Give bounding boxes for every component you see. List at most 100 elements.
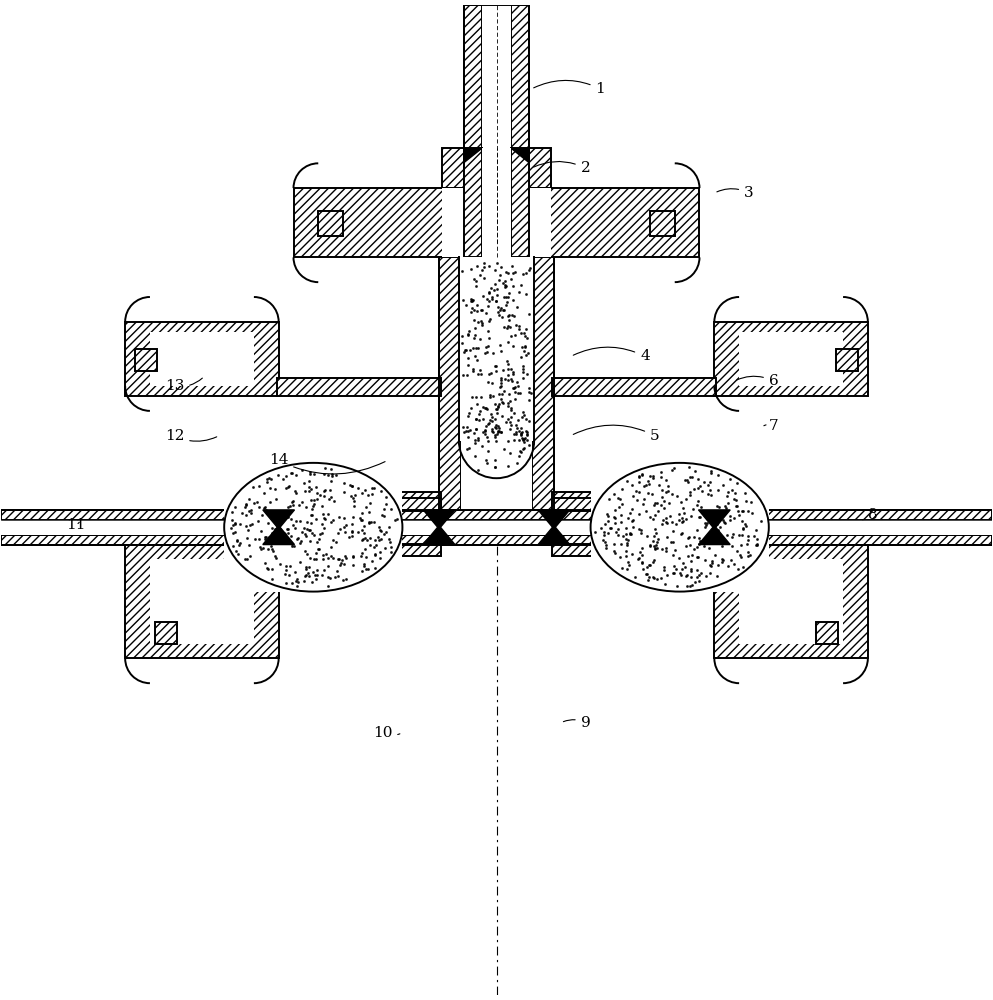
Point bbox=[357, 541, 373, 557]
Point bbox=[520, 384, 536, 400]
Point bbox=[308, 571, 324, 587]
Point bbox=[480, 344, 496, 360]
Point bbox=[691, 530, 707, 546]
Point bbox=[726, 556, 742, 572]
Point bbox=[675, 555, 691, 571]
Point bbox=[356, 518, 372, 534]
Point bbox=[749, 531, 765, 547]
Point bbox=[229, 532, 245, 548]
Point bbox=[483, 406, 498, 422]
Point bbox=[639, 559, 655, 575]
Bar bbox=[150, 332, 254, 386]
Point bbox=[702, 482, 718, 498]
Bar bbox=[552, 378, 716, 396]
Bar bbox=[294, 188, 699, 257]
Point bbox=[301, 473, 317, 489]
Point bbox=[494, 375, 509, 391]
Point bbox=[657, 514, 673, 530]
Point bbox=[501, 414, 517, 430]
Point bbox=[722, 508, 738, 524]
Point bbox=[321, 550, 337, 566]
Point bbox=[474, 317, 490, 333]
Point bbox=[366, 547, 382, 563]
Point bbox=[278, 562, 294, 578]
Point bbox=[316, 520, 332, 536]
Point bbox=[469, 421, 485, 437]
Point bbox=[286, 538, 302, 554]
Bar bbox=[277, 498, 441, 511]
Bar bbox=[650, 211, 674, 236]
Point bbox=[474, 315, 490, 331]
Point bbox=[460, 367, 476, 383]
Point bbox=[455, 419, 471, 435]
Point bbox=[264, 541, 280, 557]
Point bbox=[619, 526, 635, 542]
Point bbox=[381, 531, 397, 547]
Bar bbox=[836, 349, 858, 371]
Point bbox=[627, 569, 642, 585]
Point bbox=[738, 493, 754, 509]
Point bbox=[519, 366, 535, 382]
Point bbox=[649, 503, 665, 519]
Point bbox=[225, 538, 241, 554]
Point bbox=[748, 522, 764, 538]
Point bbox=[738, 516, 754, 532]
Point bbox=[623, 526, 638, 542]
Point bbox=[510, 318, 526, 334]
Point bbox=[304, 501, 320, 517]
Point bbox=[472, 406, 488, 422]
Point bbox=[687, 574, 703, 590]
Point bbox=[493, 300, 508, 316]
Point bbox=[673, 526, 689, 542]
Point bbox=[242, 505, 258, 521]
Point bbox=[716, 514, 732, 530]
Point bbox=[299, 528, 315, 544]
Point bbox=[500, 433, 516, 449]
Point bbox=[693, 565, 709, 581]
Point bbox=[297, 543, 313, 559]
Point bbox=[489, 405, 504, 421]
Point bbox=[247, 531, 263, 547]
Point bbox=[486, 282, 501, 298]
Point bbox=[456, 424, 472, 440]
Point bbox=[293, 533, 309, 549]
Point bbox=[635, 547, 650, 563]
Point bbox=[646, 552, 662, 568]
Point bbox=[471, 412, 487, 428]
Point bbox=[270, 467, 286, 483]
Point bbox=[265, 509, 281, 525]
Point bbox=[354, 505, 369, 521]
Point bbox=[709, 568, 725, 584]
Bar bbox=[155, 622, 177, 644]
Point bbox=[288, 573, 304, 589]
Point bbox=[509, 378, 525, 394]
Point bbox=[302, 550, 318, 566]
Point bbox=[683, 561, 699, 577]
Bar bbox=[442, 188, 551, 257]
Point bbox=[252, 539, 268, 555]
Point bbox=[476, 255, 492, 271]
Point bbox=[492, 307, 507, 323]
Point bbox=[280, 479, 296, 495]
Point bbox=[373, 531, 389, 547]
Bar bbox=[277, 378, 441, 396]
Point bbox=[502, 417, 518, 433]
Bar bbox=[277, 544, 441, 556]
Point bbox=[239, 530, 255, 546]
Point bbox=[308, 545, 324, 561]
Point bbox=[515, 431, 531, 447]
Point bbox=[260, 561, 276, 577]
Point bbox=[471, 366, 487, 382]
Point bbox=[315, 506, 331, 522]
Text: 7: 7 bbox=[764, 419, 779, 433]
Point bbox=[320, 506, 336, 522]
Point bbox=[492, 272, 507, 288]
Point bbox=[647, 507, 663, 523]
Point bbox=[696, 474, 712, 490]
Point bbox=[631, 468, 646, 484]
Point bbox=[282, 498, 298, 514]
Point bbox=[505, 308, 521, 324]
Point bbox=[647, 541, 663, 557]
Point bbox=[251, 499, 267, 515]
Point bbox=[325, 550, 341, 566]
